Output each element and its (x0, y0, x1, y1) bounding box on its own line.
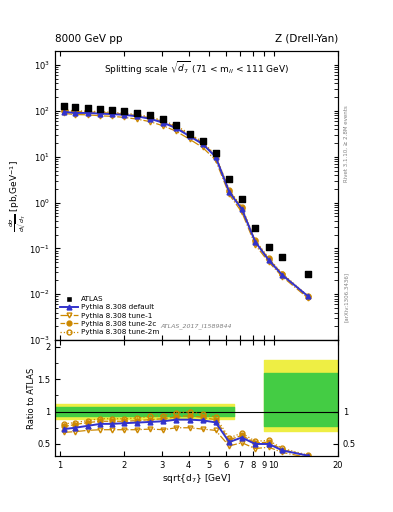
Text: 8000 GeV pp: 8000 GeV pp (55, 34, 123, 44)
Text: Z (Drell-Yan): Z (Drell-Yan) (275, 34, 338, 44)
Point (173, 121, 179, 130)
Y-axis label: $\frac{d\sigma}{d\sqrt{d_7}}$ [pb,GeV$^{-1}$]: $\frac{d\sigma}{d\sqrt{d_7}}$ [pb,GeV$^{… (8, 160, 28, 231)
Text: Splitting scale $\sqrt{d_7}$ (71 < m$_{ll}$ < 111 GeV): Splitting scale $\sqrt{d_7}$ (71 < m$_{l… (104, 60, 289, 77)
Point (147, 111, 153, 119)
Point (252, 224, 258, 232)
Legend: ATLAS, Pythia 8.308 default, Pythia 8.308 tune-1, Pythia 8.308 tune-2c, Pythia 8: ATLAS, Pythia 8.308 default, Pythia 8.30… (59, 295, 161, 336)
Point (239, 195, 245, 203)
Point (108, 106, 115, 114)
Point (199, 137, 206, 145)
X-axis label: sqrt{d$_7$} [GeV]: sqrt{d$_7$} [GeV] (162, 472, 231, 485)
Point (279, 253, 286, 261)
Text: ATLAS_2017_I1589844: ATLAS_2017_I1589844 (161, 323, 232, 329)
Point (212, 149, 219, 157)
Point (72, 103, 78, 111)
Point (266, 242, 272, 250)
Point (61, 101, 68, 110)
Point (97, 105, 104, 114)
Point (84, 104, 91, 112)
Text: [arXiv:1306.3436]: [arXiv:1306.3436] (344, 272, 349, 322)
Point (187, 130, 193, 138)
Point (226, 175, 232, 183)
Text: Rivet 3.1.10, ≥ 2.8M events: Rivet 3.1.10, ≥ 2.8M events (344, 105, 349, 182)
Point (305, 270, 311, 278)
Point (121, 107, 127, 115)
Point (134, 109, 140, 117)
Point (160, 115, 167, 123)
Y-axis label: Ratio to ATLAS: Ratio to ATLAS (27, 367, 36, 429)
